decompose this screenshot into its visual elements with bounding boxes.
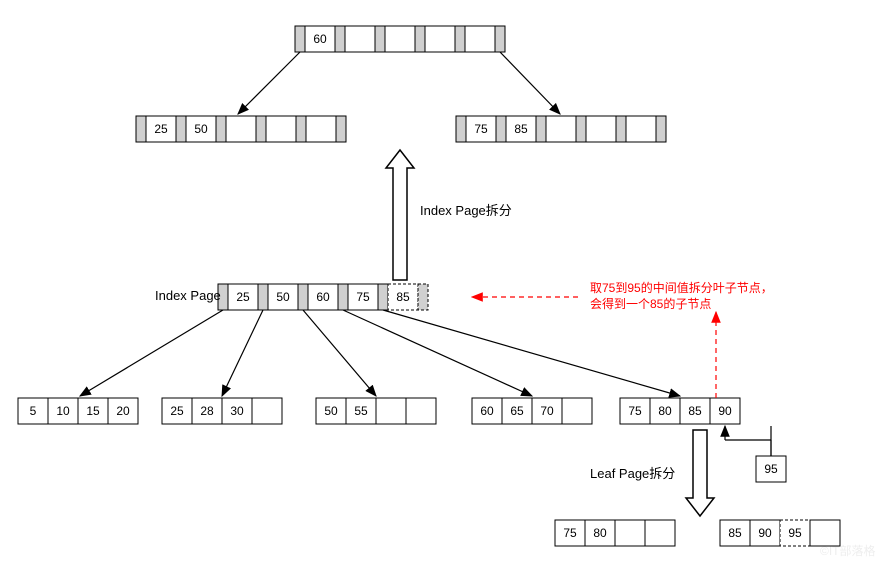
svg-text:15: 15 [86,404,100,418]
svg-text:95: 95 [788,526,802,540]
btree-diagram: 60 25 50 75 85 25 50 60 75 85 5 10 15 20 25 28 30 50 55 60 6… [0,0,890,565]
svg-text:60: 60 [313,32,327,46]
svg-text:75: 75 [563,526,577,540]
svg-text:25: 25 [236,290,250,304]
svg-text:85: 85 [688,404,702,418]
svg-text:25: 25 [154,122,168,136]
svg-text:90: 90 [758,526,772,540]
svg-text:30: 30 [230,404,244,418]
svg-text:60: 60 [480,404,494,418]
svg-text:90: 90 [718,404,732,418]
svg-text:75: 75 [474,122,488,136]
svg-text:Index Page拆分: Index Page拆分 [420,203,512,218]
svg-text:25: 25 [170,404,184,418]
svg-text:28: 28 [200,404,214,418]
svg-text:50: 50 [324,404,338,418]
svg-text:Leaf Page拆分: Leaf Page拆分 [590,466,675,481]
svg-text:60: 60 [316,290,330,304]
svg-text:65: 65 [510,404,524,418]
svg-text:Index Page: Index Page [155,288,221,303]
svg-text:55: 55 [354,404,368,418]
svg-text:85: 85 [728,526,742,540]
svg-text:5: 5 [30,404,37,418]
svg-text:75: 75 [628,404,642,418]
svg-text:85: 85 [396,290,410,304]
svg-text:95: 95 [764,462,778,476]
svg-text:50: 50 [276,290,290,304]
svg-text:85: 85 [514,122,528,136]
svg-text:©IT部落格: ©IT部落格 [820,543,876,558]
svg-text:50: 50 [194,122,208,136]
svg-text:取75到95的中间值拆分叶子节点，: 取75到95的中间值拆分叶子节点， [590,280,773,295]
svg-text:80: 80 [593,526,607,540]
svg-text:10: 10 [56,404,70,418]
svg-text:80: 80 [658,404,672,418]
svg-text:75: 75 [356,290,370,304]
svg-text:会得到一个85的子节点: 会得到一个85的子节点 [590,296,711,311]
svg-text:70: 70 [540,404,554,418]
svg-text:20: 20 [116,404,130,418]
